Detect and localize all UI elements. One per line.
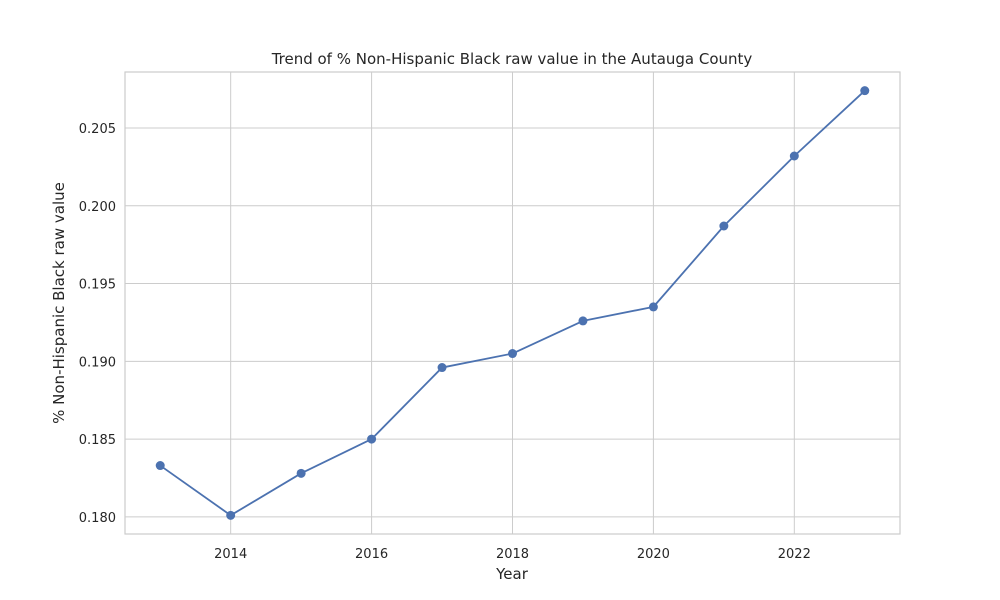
y-tick-label: 0.185 <box>79 433 116 448</box>
x-axis-label: Year <box>495 565 529 583</box>
plot-area-frame <box>124 71 901 535</box>
data-point <box>367 434 377 444</box>
x-tick-label: 2020 <box>637 547 670 562</box>
tick-labels: 2014 2016 2018 2020 2022 0.180 0.185 0.190 0.195… <box>79 122 811 562</box>
data-point <box>226 510 236 520</box>
y-tick-label: 0.180 <box>79 511 116 526</box>
series-layer <box>155 86 870 520</box>
x-tick-label: 2022 <box>778 547 811 562</box>
data-point <box>648 302 658 312</box>
data-point <box>437 363 447 373</box>
data-point <box>508 349 517 359</box>
x-tick-label: 2014 <box>214 547 247 562</box>
y-tick-label: 0.195 <box>79 278 116 293</box>
y-tick-label: 0.200 <box>79 200 116 215</box>
data-point <box>789 151 799 161</box>
data-point <box>155 461 165 471</box>
chart-title: Trend of % Non-Hispanic Black raw value … <box>271 50 753 68</box>
grid <box>125 72 900 534</box>
y-tick-label: 0.205 <box>79 122 116 137</box>
data-point <box>578 316 588 326</box>
x-tick-label: 2018 <box>496 547 529 562</box>
data-point <box>719 221 729 231</box>
y-tick-label: 0.190 <box>79 355 116 370</box>
x-tick-label: 2016 <box>355 547 388 562</box>
data-point <box>296 468 306 478</box>
data-point <box>860 86 870 96</box>
y-axis-label: % Non-Hispanic Black raw value <box>50 182 68 424</box>
